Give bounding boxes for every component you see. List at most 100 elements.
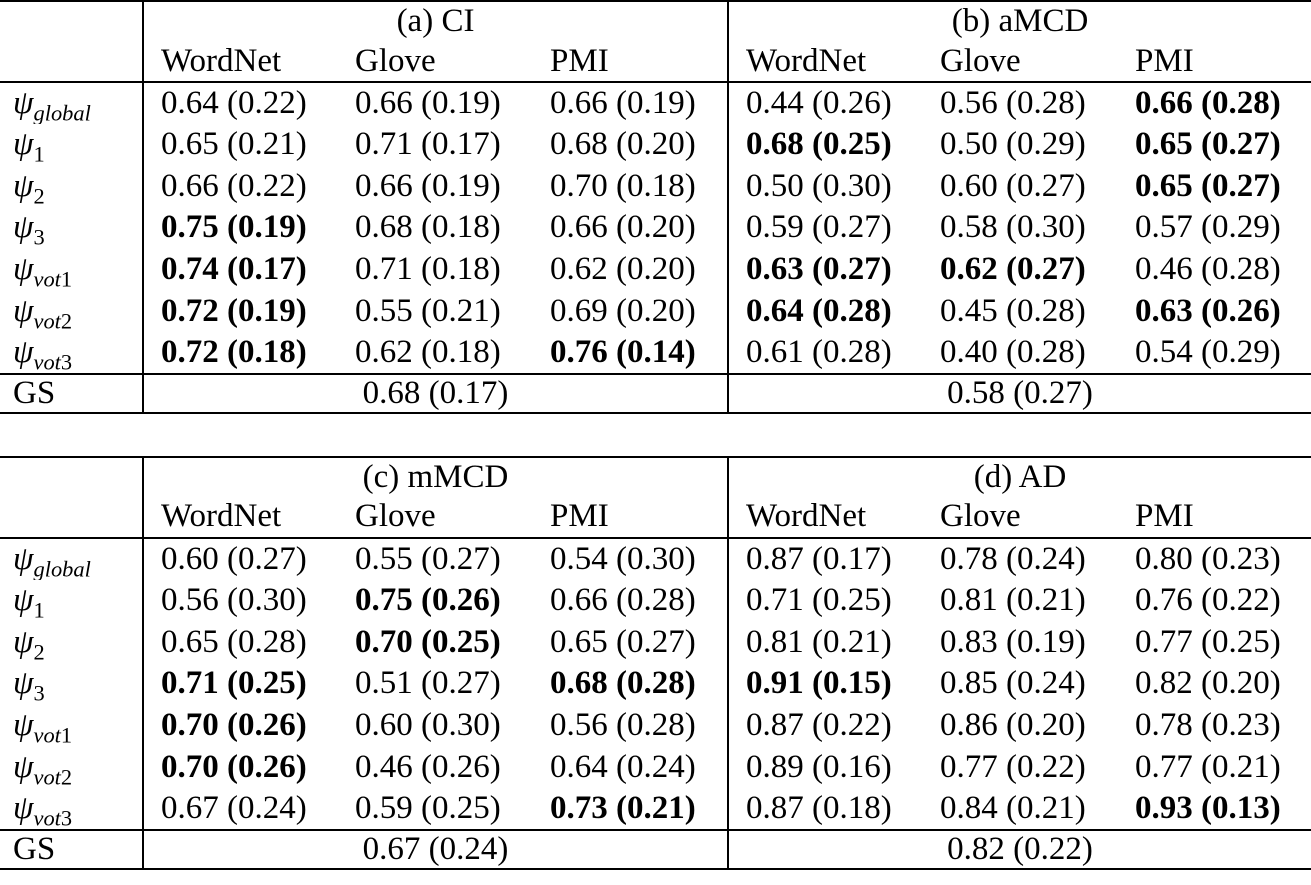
psi-symbol: ψ <box>13 167 34 204</box>
column-header: Glove <box>923 496 1119 539</box>
value-cell: 0.70 (0.25) <box>355 623 501 660</box>
panel-title: (d) AD <box>727 456 1311 497</box>
value-cell: 0.84 (0.21) <box>940 789 1086 826</box>
gs-row: GS 0.67 (0.24) 0.82 (0.22) <box>0 828 1311 869</box>
value-cell: 0.59 (0.25) <box>355 789 501 826</box>
psi-symbol: ψ <box>13 706 34 743</box>
value-cell: 0.66 (0.19) <box>550 84 696 121</box>
row-label-subscript: 3 <box>34 681 45 705</box>
value-cell: 0.46 (0.28) <box>1135 251 1281 288</box>
value-cell: 0.50 (0.30) <box>727 165 924 208</box>
subscript-letters: vot <box>33 764 61 788</box>
value-cell: 0.63 (0.27) <box>727 248 924 291</box>
row-label-subscript: 2 <box>34 639 45 663</box>
gs-row-label: GS <box>0 372 143 413</box>
value-cell: 0.60 (0.27) <box>142 537 338 580</box>
gs-value-cell: 0.58 (0.27) <box>727 372 1311 413</box>
table-row: ψvot1 0.70 (0.26) 0.60 (0.30) 0.56 (0.28) 0.… <box>0 704 1311 747</box>
value-cell: 0.74 (0.17) <box>142 248 338 291</box>
value-cell: 0.87 (0.17) <box>727 537 924 580</box>
column-header: Glove <box>338 41 533 83</box>
column-header: WordNet <box>727 496 924 539</box>
subscript-letters: vot <box>33 349 61 374</box>
empty-corner-cell <box>0 457 143 497</box>
results-table-a-b: (a) CI (b) aMCD WordNet Glove PMI WordNet Glov… <box>0 0 1311 414</box>
gs-row: GS 0.68 (0.17) 0.58 (0.27) <box>0 372 1311 413</box>
value-cell: 0.55 (0.27) <box>355 540 501 577</box>
subscript-digits: 3 <box>60 805 73 830</box>
column-header-row: WordNet Glove PMI WordNet Glove PMI <box>0 41 1311 83</box>
empty-corner-cell <box>0 1 143 41</box>
row-label-subscript: global <box>34 100 91 124</box>
table-row: ψvot3 0.72 (0.18) 0.62 (0.18) 0.76 (0.14) 0.… <box>0 332 1311 374</box>
value-cell: 0.83 (0.19) <box>940 623 1086 660</box>
subscript-letters: global <box>33 556 91 580</box>
row-label-subscript: vot2 <box>34 764 73 788</box>
subscript-letters: vot <box>33 805 61 830</box>
subscript-digits: 2 <box>60 308 73 333</box>
value-cell: 0.77 (0.25) <box>1135 623 1281 660</box>
value-cell: 0.50 (0.29) <box>940 126 1086 163</box>
psi-symbol: ψ <box>13 623 34 660</box>
value-cell: 0.65 (0.27) <box>1135 167 1281 204</box>
row-label: ψvot3 <box>0 332 143 374</box>
row-label: ψvot3 <box>0 788 143 830</box>
value-cell: 0.66 (0.20) <box>550 209 696 246</box>
subscript-digits: 2 <box>33 639 45 663</box>
value-cell: 0.64 (0.22) <box>142 82 338 124</box>
column-header: Glove <box>923 41 1119 83</box>
value-cell: 0.75 (0.19) <box>142 207 338 249</box>
empty-cell <box>0 496 143 539</box>
value-cell: 0.57 (0.29) <box>1135 209 1281 246</box>
table-row: ψglobal 0.60 (0.27) 0.55 (0.27) 0.54 (0.30)… <box>0 537 1311 580</box>
column-header: WordNet <box>142 41 338 83</box>
row-label: ψ2 <box>0 621 143 663</box>
value-cell: 0.87 (0.18) <box>727 787 924 830</box>
value-cell: 0.60 (0.27) <box>940 167 1086 204</box>
table-row: ψ3 0.71 (0.25) 0.51 (0.27) 0.68 (0.28) 0.91 … <box>0 662 1311 705</box>
table-row: ψvot2 0.72 (0.19) 0.55 (0.21) 0.69 (0.20) 0.… <box>0 290 1311 333</box>
value-cell: 0.89 (0.16) <box>727 746 924 788</box>
column-header: PMI <box>1118 496 1311 539</box>
subscript-letters: vot <box>33 266 61 291</box>
value-cell: 0.76 (0.14) <box>550 333 696 370</box>
table-row: ψ1 0.56 (0.30) 0.75 (0.26) 0.66 (0.28) 0.71 … <box>0 579 1311 622</box>
value-cell: 0.44 (0.26) <box>727 82 924 124</box>
panel-title: (c) mMCD <box>141 456 729 497</box>
value-cell: 0.81 (0.21) <box>940 581 1086 618</box>
value-cell: 0.51 (0.27) <box>355 665 501 702</box>
psi-symbol: ψ <box>13 209 34 246</box>
value-cell: 0.64 (0.28) <box>727 290 924 333</box>
value-cell: 0.66 (0.28) <box>1135 84 1281 121</box>
value-cell: 0.72 (0.18) <box>142 332 338 374</box>
table-row: ψvot2 0.70 (0.26) 0.46 (0.26) 0.64 (0.24) 0.… <box>0 746 1311 788</box>
value-cell: 0.68 (0.20) <box>550 126 696 163</box>
table-row: ψ2 0.65 (0.28) 0.70 (0.25) 0.65 (0.27) 0.81 … <box>0 621 1311 663</box>
value-cell: 0.60 (0.30) <box>355 706 501 743</box>
psi-symbol: ψ <box>13 292 34 329</box>
value-cell: 0.62 (0.18) <box>355 333 501 370</box>
value-cell: 0.86 (0.20) <box>940 706 1086 743</box>
value-cell: 0.62 (0.20) <box>550 251 696 288</box>
psi-symbol: ψ <box>13 665 34 702</box>
row-label: ψvot1 <box>0 705 143 747</box>
value-cell: 0.68 (0.28) <box>550 665 696 702</box>
value-cell: 0.62 (0.27) <box>940 251 1086 288</box>
psi-symbol: ψ <box>13 126 34 163</box>
subscript-digits: 2 <box>33 183 45 208</box>
row-label: ψ3 <box>0 663 143 705</box>
psi-symbol: ψ <box>13 333 34 370</box>
row-label-subscript: vot3 <box>34 805 73 829</box>
value-cell: 0.87 (0.22) <box>727 704 924 747</box>
table-row: ψ3 0.75 (0.19) 0.68 (0.18) 0.66 (0.20) 0.59 … <box>0 207 1311 249</box>
value-cell: 0.66 (0.22) <box>142 165 338 208</box>
value-cell: 0.78 (0.23) <box>1135 706 1281 743</box>
psi-symbol: ψ <box>13 251 34 288</box>
subscript-digits: 3 <box>60 349 73 374</box>
table-row: ψ2 0.66 (0.22) 0.66 (0.19) 0.70 (0.18) 0.50 … <box>0 165 1311 208</box>
value-cell: 0.71 (0.25) <box>727 579 924 622</box>
value-cell: 0.40 (0.28) <box>940 333 1086 370</box>
column-header: WordNet <box>142 496 338 539</box>
table-row: ψvot1 0.74 (0.17) 0.71 (0.18) 0.62 (0.20) 0.… <box>0 248 1311 291</box>
subscript-digits: 3 <box>33 680 45 705</box>
